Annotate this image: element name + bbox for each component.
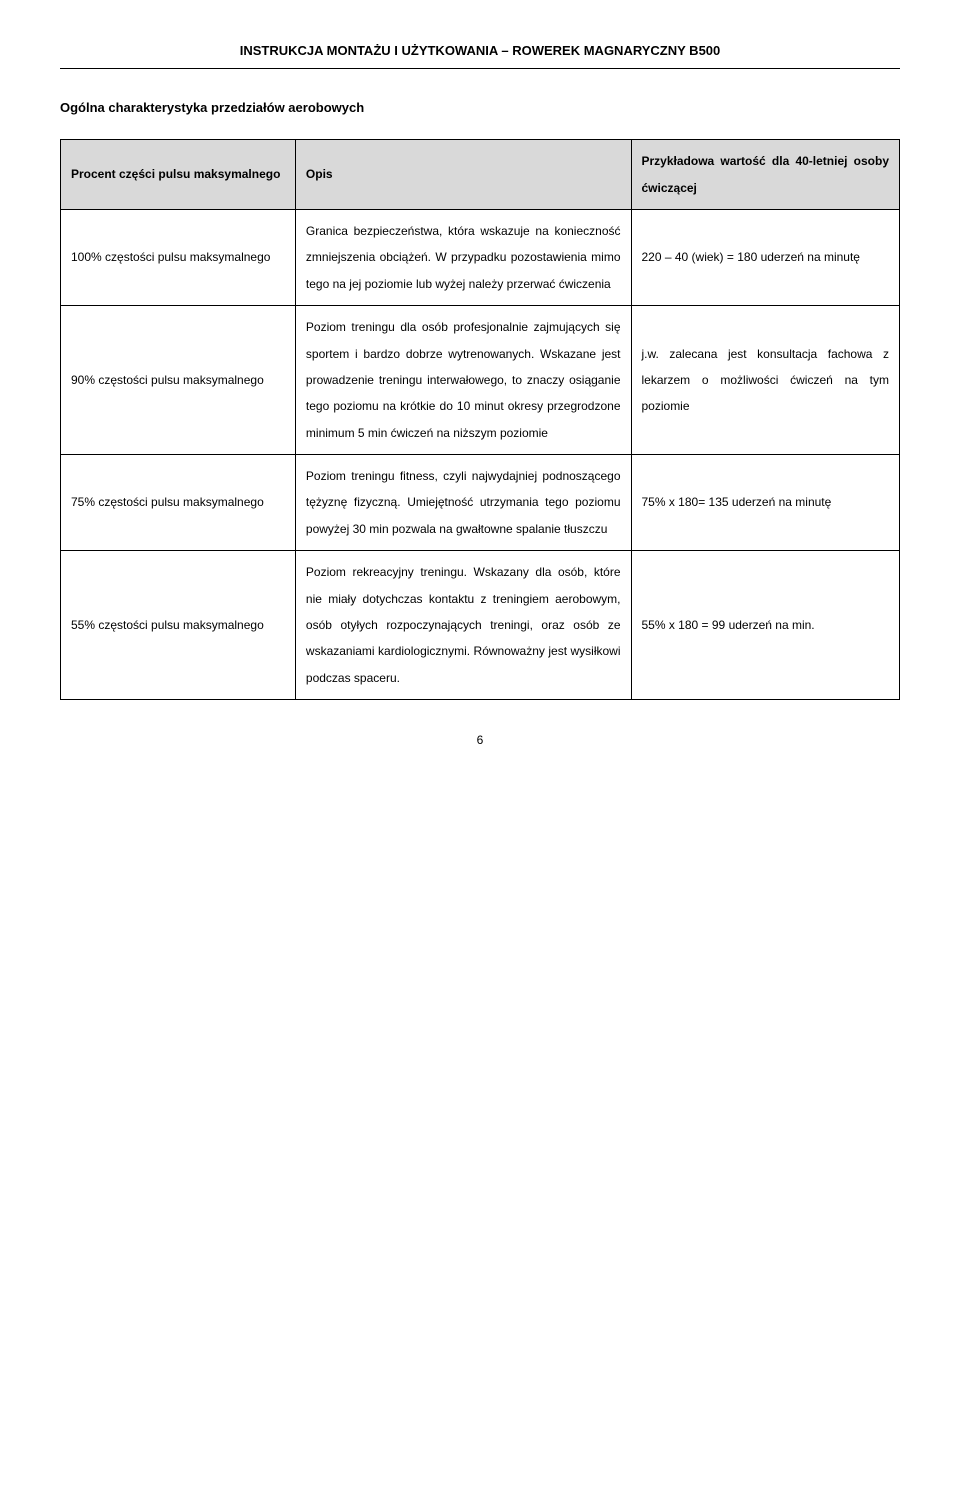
page-number: 6 <box>60 730 900 750</box>
cell-example: j.w. zalecana jest konsultacja fachowa z… <box>631 306 900 455</box>
col-header-percent: Procent części pulsu maksymalnego <box>61 140 296 210</box>
cell-percent: 75% częstości pulsu maksymalnego <box>61 455 296 551</box>
table-row: 75% częstości pulsu maksymalnego Poziom … <box>61 455 900 551</box>
aerobic-zones-table: Procent części pulsu maksymalnego Opis P… <box>60 139 900 700</box>
cell-percent: 55% częstości pulsu maksymalnego <box>61 551 296 700</box>
cell-percent: 90% częstości pulsu maksymalnego <box>61 306 296 455</box>
cell-example: 55% x 180 = 99 uderzeń na min. <box>631 551 900 700</box>
cell-desc: Poziom treningu dla osób profesjonalnie … <box>295 306 631 455</box>
table-header-row: Procent części pulsu maksymalnego Opis P… <box>61 140 900 210</box>
col-header-desc: Opis <box>295 140 631 210</box>
cell-desc: Poziom treningu fitness, czyli najwydajn… <box>295 455 631 551</box>
table-row: 100% częstości pulsu maksymalnego Granic… <box>61 209 900 305</box>
section-title: Ogólna charakterystyka przedziałów aerob… <box>60 97 900 119</box>
table-row: 90% częstości pulsu maksymalnego Poziom … <box>61 306 900 455</box>
cell-desc: Poziom rekreacyjny treningu. Wskazany dl… <box>295 551 631 700</box>
cell-desc: Granica bezpieczeństwa, która wskazuje n… <box>295 209 631 305</box>
table-row: 55% częstości pulsu maksymalnego Poziom … <box>61 551 900 700</box>
col-header-example: Przykładowa wartość dla 40-letniej osoby… <box>631 140 900 210</box>
cell-example: 220 – 40 (wiek) = 180 uderzeń na minutę <box>631 209 900 305</box>
document-header: INSTRUKCJA MONTAŻU I UŻYTKOWANIA – ROWER… <box>60 40 900 69</box>
cell-percent: 100% częstości pulsu maksymalnego <box>61 209 296 305</box>
cell-example: 75% x 180= 135 uderzeń na minutę <box>631 455 900 551</box>
